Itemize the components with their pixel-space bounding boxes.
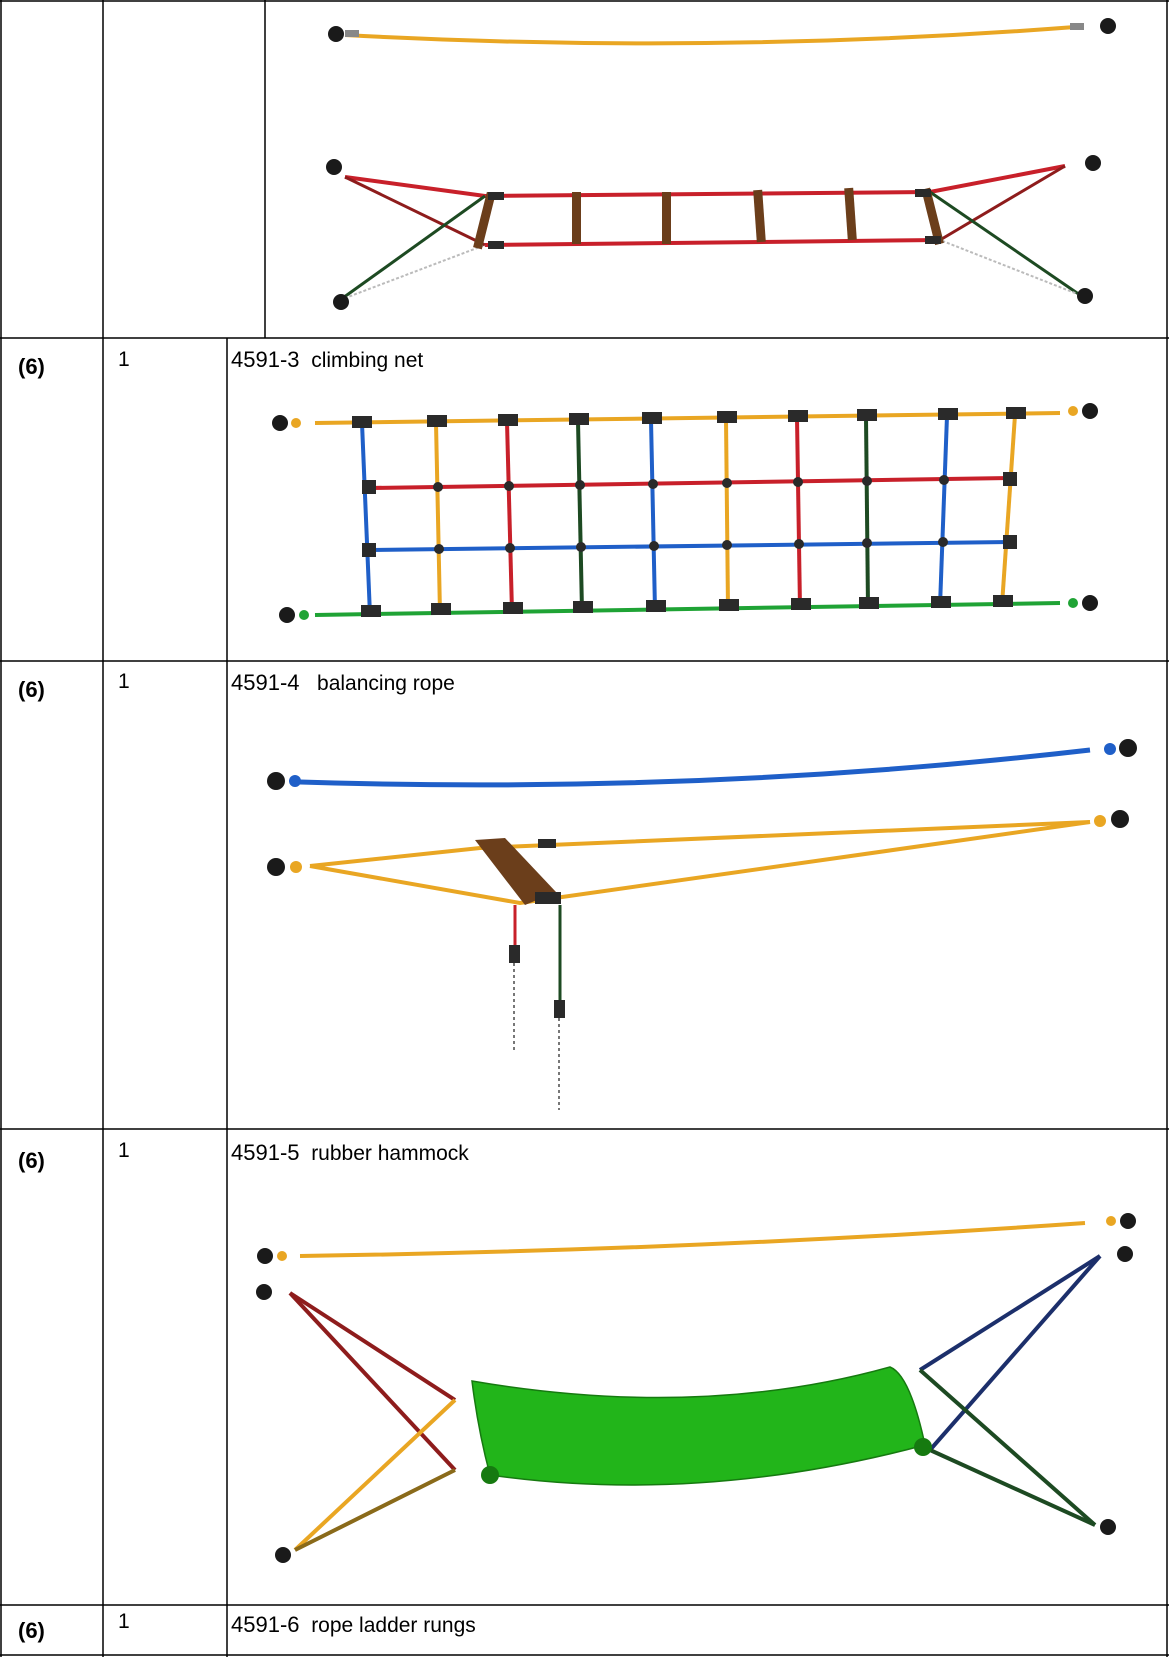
description-cell: 4591-6 rope ladder rungs [231, 1612, 476, 1638]
part-name: balancing rope [317, 672, 455, 695]
quantity-cell: 1 [118, 348, 130, 371]
part-number: 4591-6 [231, 1612, 300, 1637]
part-name: rope ladder rungs [311, 1614, 476, 1637]
description-cell: 4591-3 climbing net [231, 347, 423, 373]
part-number: 4591-4 [231, 670, 300, 695]
ref-cell: (6) [18, 677, 45, 702]
ref-cell: (6) [18, 1148, 45, 1173]
quantity-cell: 1 [118, 670, 130, 693]
description-cell: 4591-4 balancing rope [231, 670, 455, 696]
part-number: 4591-5 [231, 1140, 300, 1165]
part-name: rubber hammock [311, 1142, 469, 1165]
quantity-cell: 1 [118, 1139, 130, 1162]
part-name: climbing net [311, 349, 424, 372]
ref-cell: (6) [18, 354, 45, 379]
ref-cell: (6) [18, 1618, 45, 1643]
quantity-cell: 1 [118, 1610, 130, 1633]
description-cell: 4591-5 rubber hammock [231, 1140, 469, 1166]
part-number: 4591-3 [231, 347, 300, 372]
